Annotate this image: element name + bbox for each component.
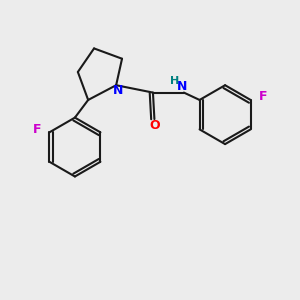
Text: O: O <box>150 119 160 132</box>
Text: N: N <box>177 80 188 93</box>
Text: N: N <box>113 84 124 97</box>
Text: H: H <box>170 76 179 86</box>
Text: F: F <box>259 90 267 103</box>
Text: F: F <box>33 124 41 136</box>
